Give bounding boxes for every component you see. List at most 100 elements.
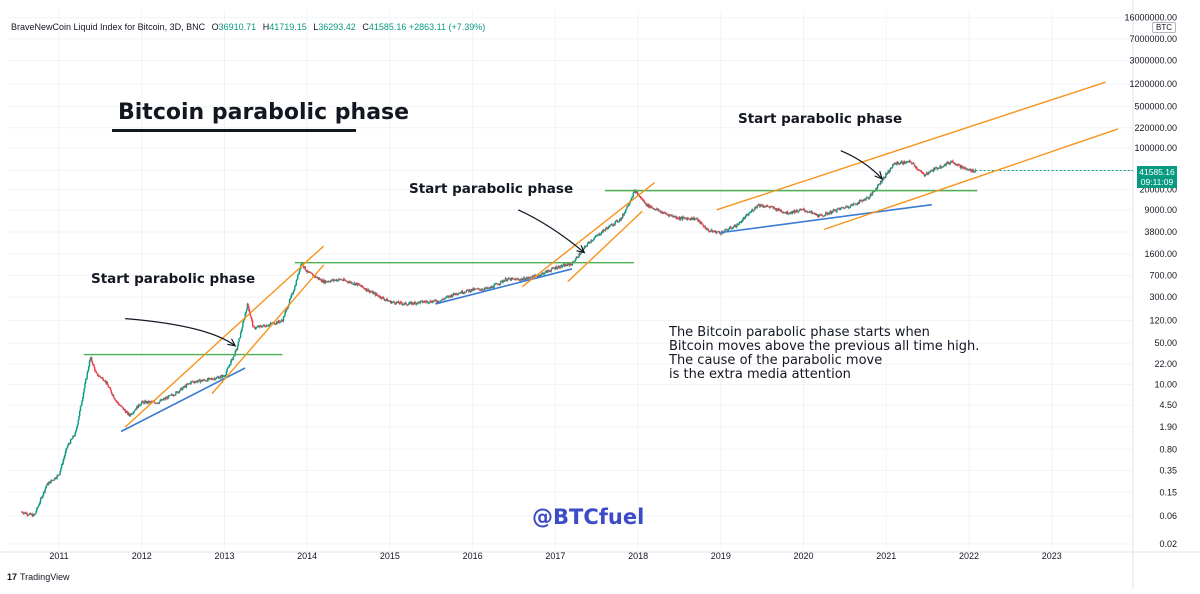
candle-body — [806, 211, 808, 213]
candle-body — [705, 228, 707, 230]
tradingview-logo[interactable]: 17 TradingView — [7, 572, 70, 582]
candle-body — [619, 218, 622, 221]
candle-body — [612, 224, 615, 226]
candle-body — [221, 375, 223, 378]
candle-body — [700, 222, 702, 224]
candle-body — [248, 310, 251, 314]
candle-body — [921, 171, 923, 174]
candle-body — [199, 379, 201, 383]
candle-body — [333, 279, 335, 281]
candle-body — [465, 290, 467, 293]
candle-body — [937, 168, 939, 170]
candle-body — [305, 269, 307, 272]
candle-body — [948, 162, 950, 164]
candle-body — [776, 210, 779, 211]
candle-body — [691, 217, 693, 220]
candle-body — [627, 205, 629, 207]
candle-body — [364, 288, 367, 291]
candle-body — [964, 167, 966, 169]
candle-body — [160, 400, 162, 402]
candle-body — [351, 282, 353, 284]
candle-body — [265, 325, 267, 327]
candle-body — [854, 203, 856, 205]
candle-body — [857, 202, 859, 205]
candle-body — [756, 204, 758, 208]
candle-body — [384, 299, 386, 301]
candle-body — [509, 278, 511, 280]
candle-body — [76, 424, 79, 428]
candle-body — [488, 287, 491, 289]
candle-body — [650, 206, 652, 208]
candle-body — [822, 215, 825, 217]
candle-body — [28, 513, 30, 515]
candle-body — [182, 386, 185, 388]
annotation-arrow — [840, 150, 883, 180]
candle-body — [652, 207, 654, 209]
candle-body — [883, 176, 886, 178]
candle-body — [200, 379, 203, 381]
candle-body — [635, 191, 637, 194]
open-value: 36910.71 — [218, 22, 257, 32]
candle-body — [385, 299, 387, 301]
candle-body — [934, 167, 937, 169]
candle-body — [685, 218, 688, 220]
candle-body — [643, 200, 646, 203]
candle-body — [121, 405, 123, 407]
candle-body — [270, 322, 273, 324]
candle-body — [879, 183, 881, 185]
candle-body — [330, 279, 333, 281]
candle-body — [273, 322, 276, 325]
candle-body — [551, 267, 553, 270]
candle-body — [443, 298, 446, 300]
candle-body — [922, 173, 925, 175]
channel-line — [124, 245, 325, 428]
candle-body — [246, 303, 249, 310]
candle-body — [802, 208, 804, 210]
candle-body — [821, 214, 823, 216]
channel-line — [824, 128, 1119, 231]
candle-body — [282, 320, 284, 322]
candle-body — [864, 199, 867, 201]
arrow-head-icon — [227, 338, 237, 347]
candle-body — [909, 160, 911, 162]
candle-body — [808, 211, 810, 213]
currency-badge[interactable]: BTC — [1152, 22, 1176, 33]
candle-body — [37, 505, 40, 508]
candle-body — [737, 224, 740, 226]
candle-body — [48, 482, 50, 485]
candle-body — [67, 443, 70, 446]
candle-body — [341, 279, 343, 281]
candle-body — [45, 486, 47, 489]
candle-body — [351, 283, 354, 285]
y-tick-label: 0.06 — [1159, 511, 1177, 521]
candle-body — [420, 300, 422, 302]
candle-body — [575, 257, 577, 260]
candle-body — [373, 292, 375, 294]
candle-body — [812, 212, 815, 214]
candle-body — [538, 275, 540, 276]
candle-body — [81, 401, 83, 405]
candle-body — [145, 401, 148, 404]
candle-body — [106, 382, 108, 384]
candle-body — [675, 216, 677, 218]
candle-body — [886, 172, 889, 175]
candle-body — [490, 286, 492, 288]
candle-body — [406, 304, 408, 306]
candle-body — [58, 474, 61, 476]
candle-body — [823, 215, 825, 217]
candle-body — [215, 377, 218, 379]
candle-body — [51, 480, 53, 481]
candle-body — [930, 169, 932, 172]
candle-body — [803, 208, 805, 210]
candle-body — [946, 162, 948, 165]
candle-body — [664, 212, 666, 214]
candle-body — [667, 214, 669, 216]
candle-body — [56, 475, 58, 479]
candle-body — [388, 301, 391, 303]
candle-body — [172, 395, 174, 396]
candle-body — [256, 326, 258, 328]
candle-body — [467, 290, 470, 292]
candle-body — [184, 385, 186, 387]
